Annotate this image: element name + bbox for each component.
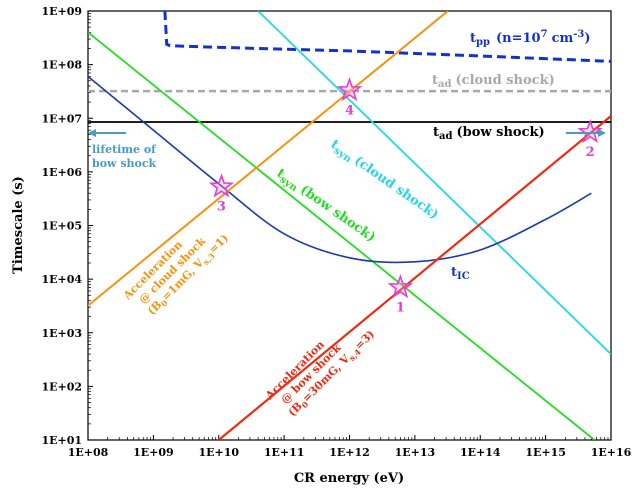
series-acc-cloud	[88, 11, 449, 307]
x-tick-label: 1E+09	[133, 446, 174, 459]
t-ic-label: tIC	[451, 265, 470, 282]
star-number-2: 2	[586, 145, 595, 160]
x-tick-label: 1E+15	[525, 446, 566, 459]
y-tick-label: 1E+06	[41, 166, 82, 179]
star-number-1: 1	[396, 300, 405, 315]
star-marker-3	[208, 173, 235, 198]
series-t-syn-cloud	[257, 11, 611, 355]
y-tick-label: 1E+05	[41, 220, 82, 233]
y-tick-label: 1E+08	[41, 59, 82, 72]
star-number-3: 3	[217, 200, 226, 215]
t-pp-label: tpp (n=107 cm-3)	[470, 29, 591, 48]
lifetime-arrow-right	[566, 129, 606, 137]
y-tick-label: 1E+04	[41, 273, 82, 286]
y-tick-label: 1E+01	[41, 434, 82, 447]
lifetime-label-line1: lifetime of	[92, 143, 157, 156]
acc-bow-label: Acceleration @ bow shock (B0=30mG, Vs,4=…	[262, 328, 377, 419]
series-t-syn-bow	[88, 31, 596, 440]
star-layer: 1 2 3 4	[208, 76, 603, 315]
y-axis-title: Timescale (s)	[11, 176, 26, 274]
lifetime-label-line2: bow shock	[92, 157, 157, 170]
acc-cloud-label: Acceleration @ cloud shock (B0=1mG, Vs,3…	[120, 232, 231, 318]
star-marker-4	[336, 76, 363, 102]
star-number-4: 4	[345, 103, 354, 118]
t-syn-bow-label: tsyn(bow shock)	[273, 166, 379, 247]
y-tick-label: 1E+03	[41, 327, 82, 340]
x-tick-label: 1E+10	[198, 446, 239, 459]
x-tick-label: 1E+11	[264, 446, 305, 459]
y-tick-label: 1E+09	[41, 5, 82, 18]
x-tick-label: 1E+12	[329, 446, 370, 459]
x-tick-label: 1E+13	[395, 446, 436, 459]
tick-layer: 1E+08 1E+09 1E+10 1E+11 1E+12 1E+13 1E+14 1E+15…	[41, 5, 631, 459]
lifetime-arrow-left	[88, 129, 126, 137]
x-axis-title: CR energy (eV)	[294, 471, 404, 486]
y-tick-label: 1E+02	[41, 380, 82, 393]
series-t-ic	[88, 75, 592, 264]
t-ad-cloud-label: tad (cloud shock)	[432, 73, 555, 90]
series-acc-bow	[218, 115, 611, 440]
star-marker-1	[387, 274, 414, 299]
series-t-pp	[163, 11, 611, 63]
x-tick-label: 1E+16	[591, 446, 632, 459]
x-tick-label: 1E+14	[460, 446, 501, 459]
y-tick-label: 1E+07	[41, 112, 82, 125]
t-ad-bow-label: tad (bow shock)	[433, 125, 545, 142]
series-layer	[88, 11, 611, 440]
star-marker-2	[577, 118, 603, 144]
x-tick-label: 1E+08	[68, 446, 109, 459]
